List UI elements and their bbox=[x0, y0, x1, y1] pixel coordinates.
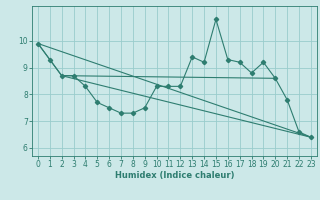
X-axis label: Humidex (Indice chaleur): Humidex (Indice chaleur) bbox=[115, 171, 234, 180]
